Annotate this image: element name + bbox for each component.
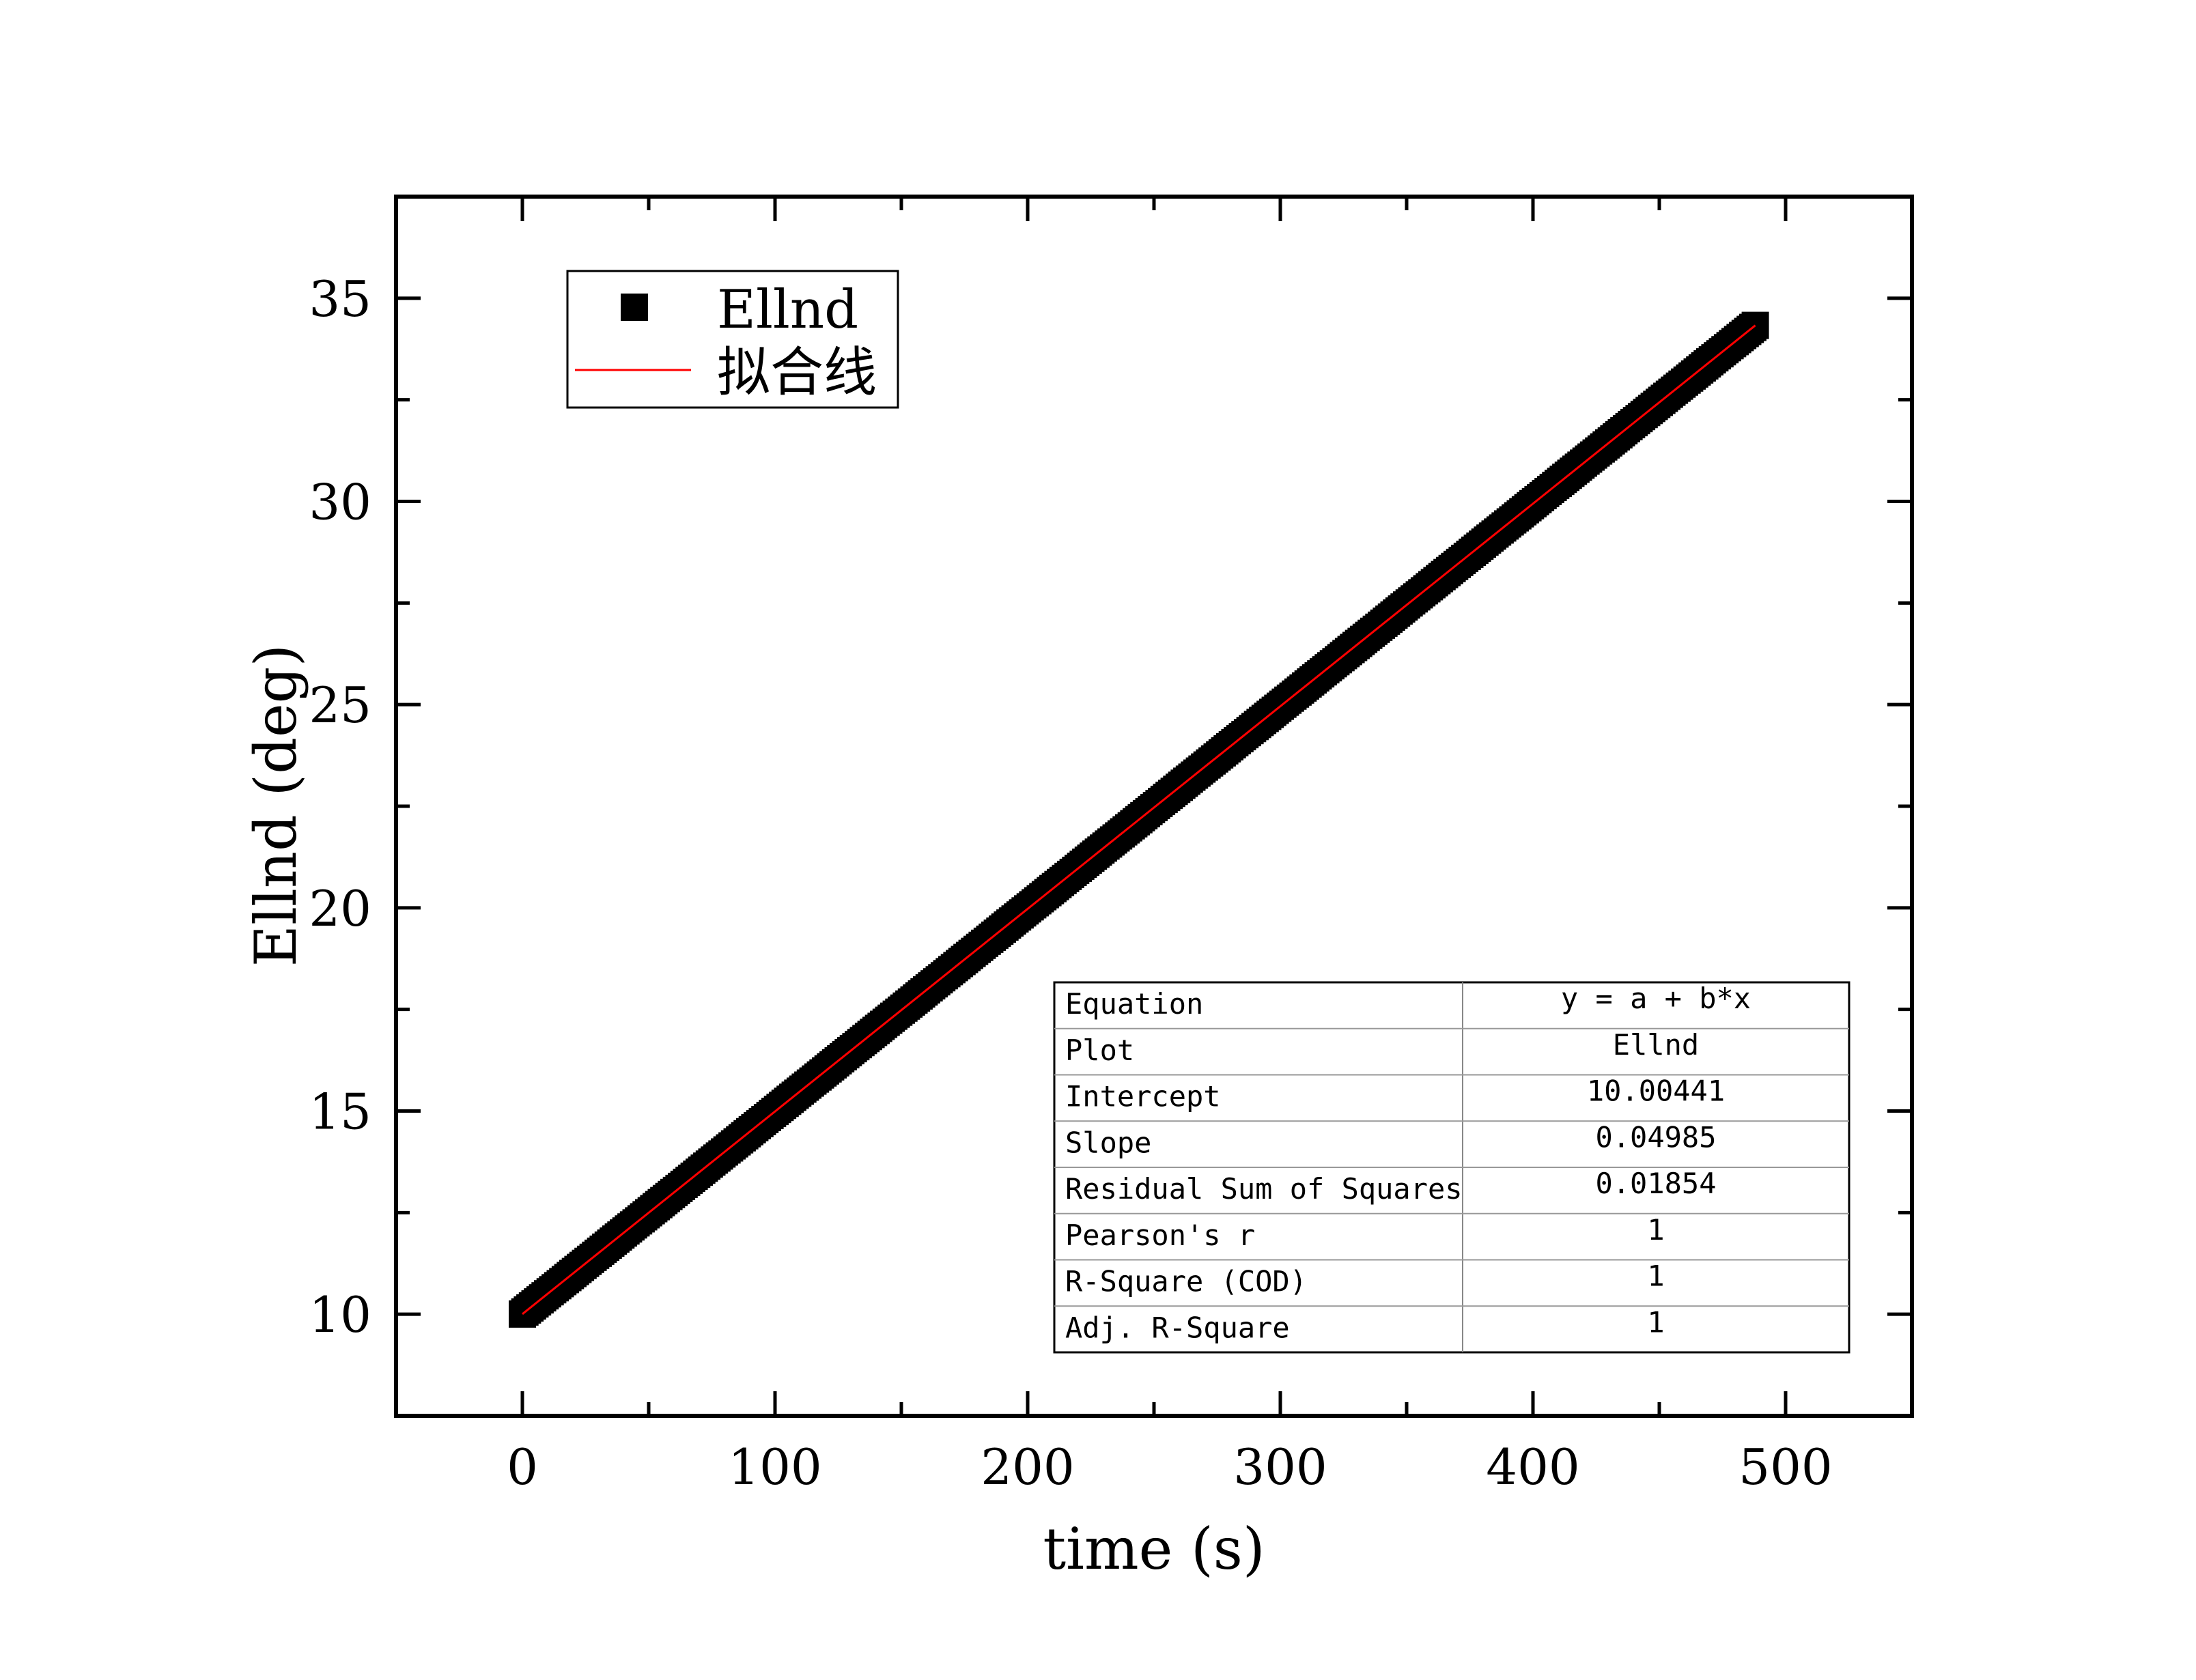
legend-box bbox=[566, 270, 899, 409]
table-row-value: y = a + b*x bbox=[1561, 982, 1751, 1015]
table-row-value: 0.04985 bbox=[1595, 1120, 1716, 1154]
x-tick-label: 500 bbox=[1738, 1438, 1832, 1496]
y-tick-label: 30 bbox=[309, 474, 371, 531]
legend: Ellnd 拟合线 bbox=[566, 270, 899, 409]
table-row-value: 1 bbox=[1647, 1259, 1664, 1293]
y-tick-label: 15 bbox=[309, 1083, 371, 1141]
y-tick-label: 20 bbox=[309, 880, 371, 937]
x-tick-label: 300 bbox=[1233, 1438, 1327, 1496]
table-row-label: Slope bbox=[1065, 1126, 1151, 1159]
y-axis-label: Ellnd (deg) bbox=[242, 644, 309, 967]
table-row-label: R-Square (COD) bbox=[1065, 1265, 1307, 1298]
fit-line-series bbox=[522, 324, 1756, 1315]
table-row-label: Equation bbox=[1065, 987, 1203, 1021]
x-tick-label: 0 bbox=[507, 1438, 538, 1496]
table-row-value: 1 bbox=[1647, 1305, 1664, 1339]
table-row-value: 0.01854 bbox=[1595, 1167, 1716, 1200]
scatter-point bbox=[1741, 311, 1769, 339]
table-row-label: Plot bbox=[1065, 1034, 1134, 1067]
y-tick-label: 25 bbox=[309, 677, 371, 734]
x-tick-label: 200 bbox=[981, 1438, 1074, 1496]
table-row-value: Ellnd bbox=[1613, 1028, 1699, 1062]
y-tick-label: 35 bbox=[309, 270, 371, 328]
x-axis-label: time (s) bbox=[1043, 1515, 1265, 1582]
y-axis-ticks: 10 15 20 25 30 35 bbox=[309, 270, 1912, 1343]
y-tick-label: 10 bbox=[309, 1286, 371, 1343]
legend-label-fit: 拟合线 bbox=[717, 342, 877, 403]
x-tick-label: 100 bbox=[728, 1438, 821, 1496]
table-row-label: Intercept bbox=[1065, 1080, 1221, 1113]
table-row-label: Residual Sum of Squares bbox=[1065, 1172, 1463, 1206]
scatter-series bbox=[509, 311, 1769, 1328]
x-axis-ticks: 0 100 200 300 400 500 bbox=[507, 197, 1833, 1496]
table-row-label: Adj. R-Square bbox=[1065, 1311, 1290, 1344]
legend-label-ellnd: Ellnd bbox=[717, 279, 858, 341]
fit-line bbox=[522, 324, 1756, 1315]
table-row-label: Pearson's r bbox=[1065, 1219, 1255, 1252]
x-tick-label: 400 bbox=[1486, 1438, 1579, 1496]
table-row-value: 10.00441 bbox=[1587, 1074, 1725, 1108]
table-row-value: 1 bbox=[1647, 1213, 1664, 1247]
legend-marker-square bbox=[621, 294, 648, 321]
